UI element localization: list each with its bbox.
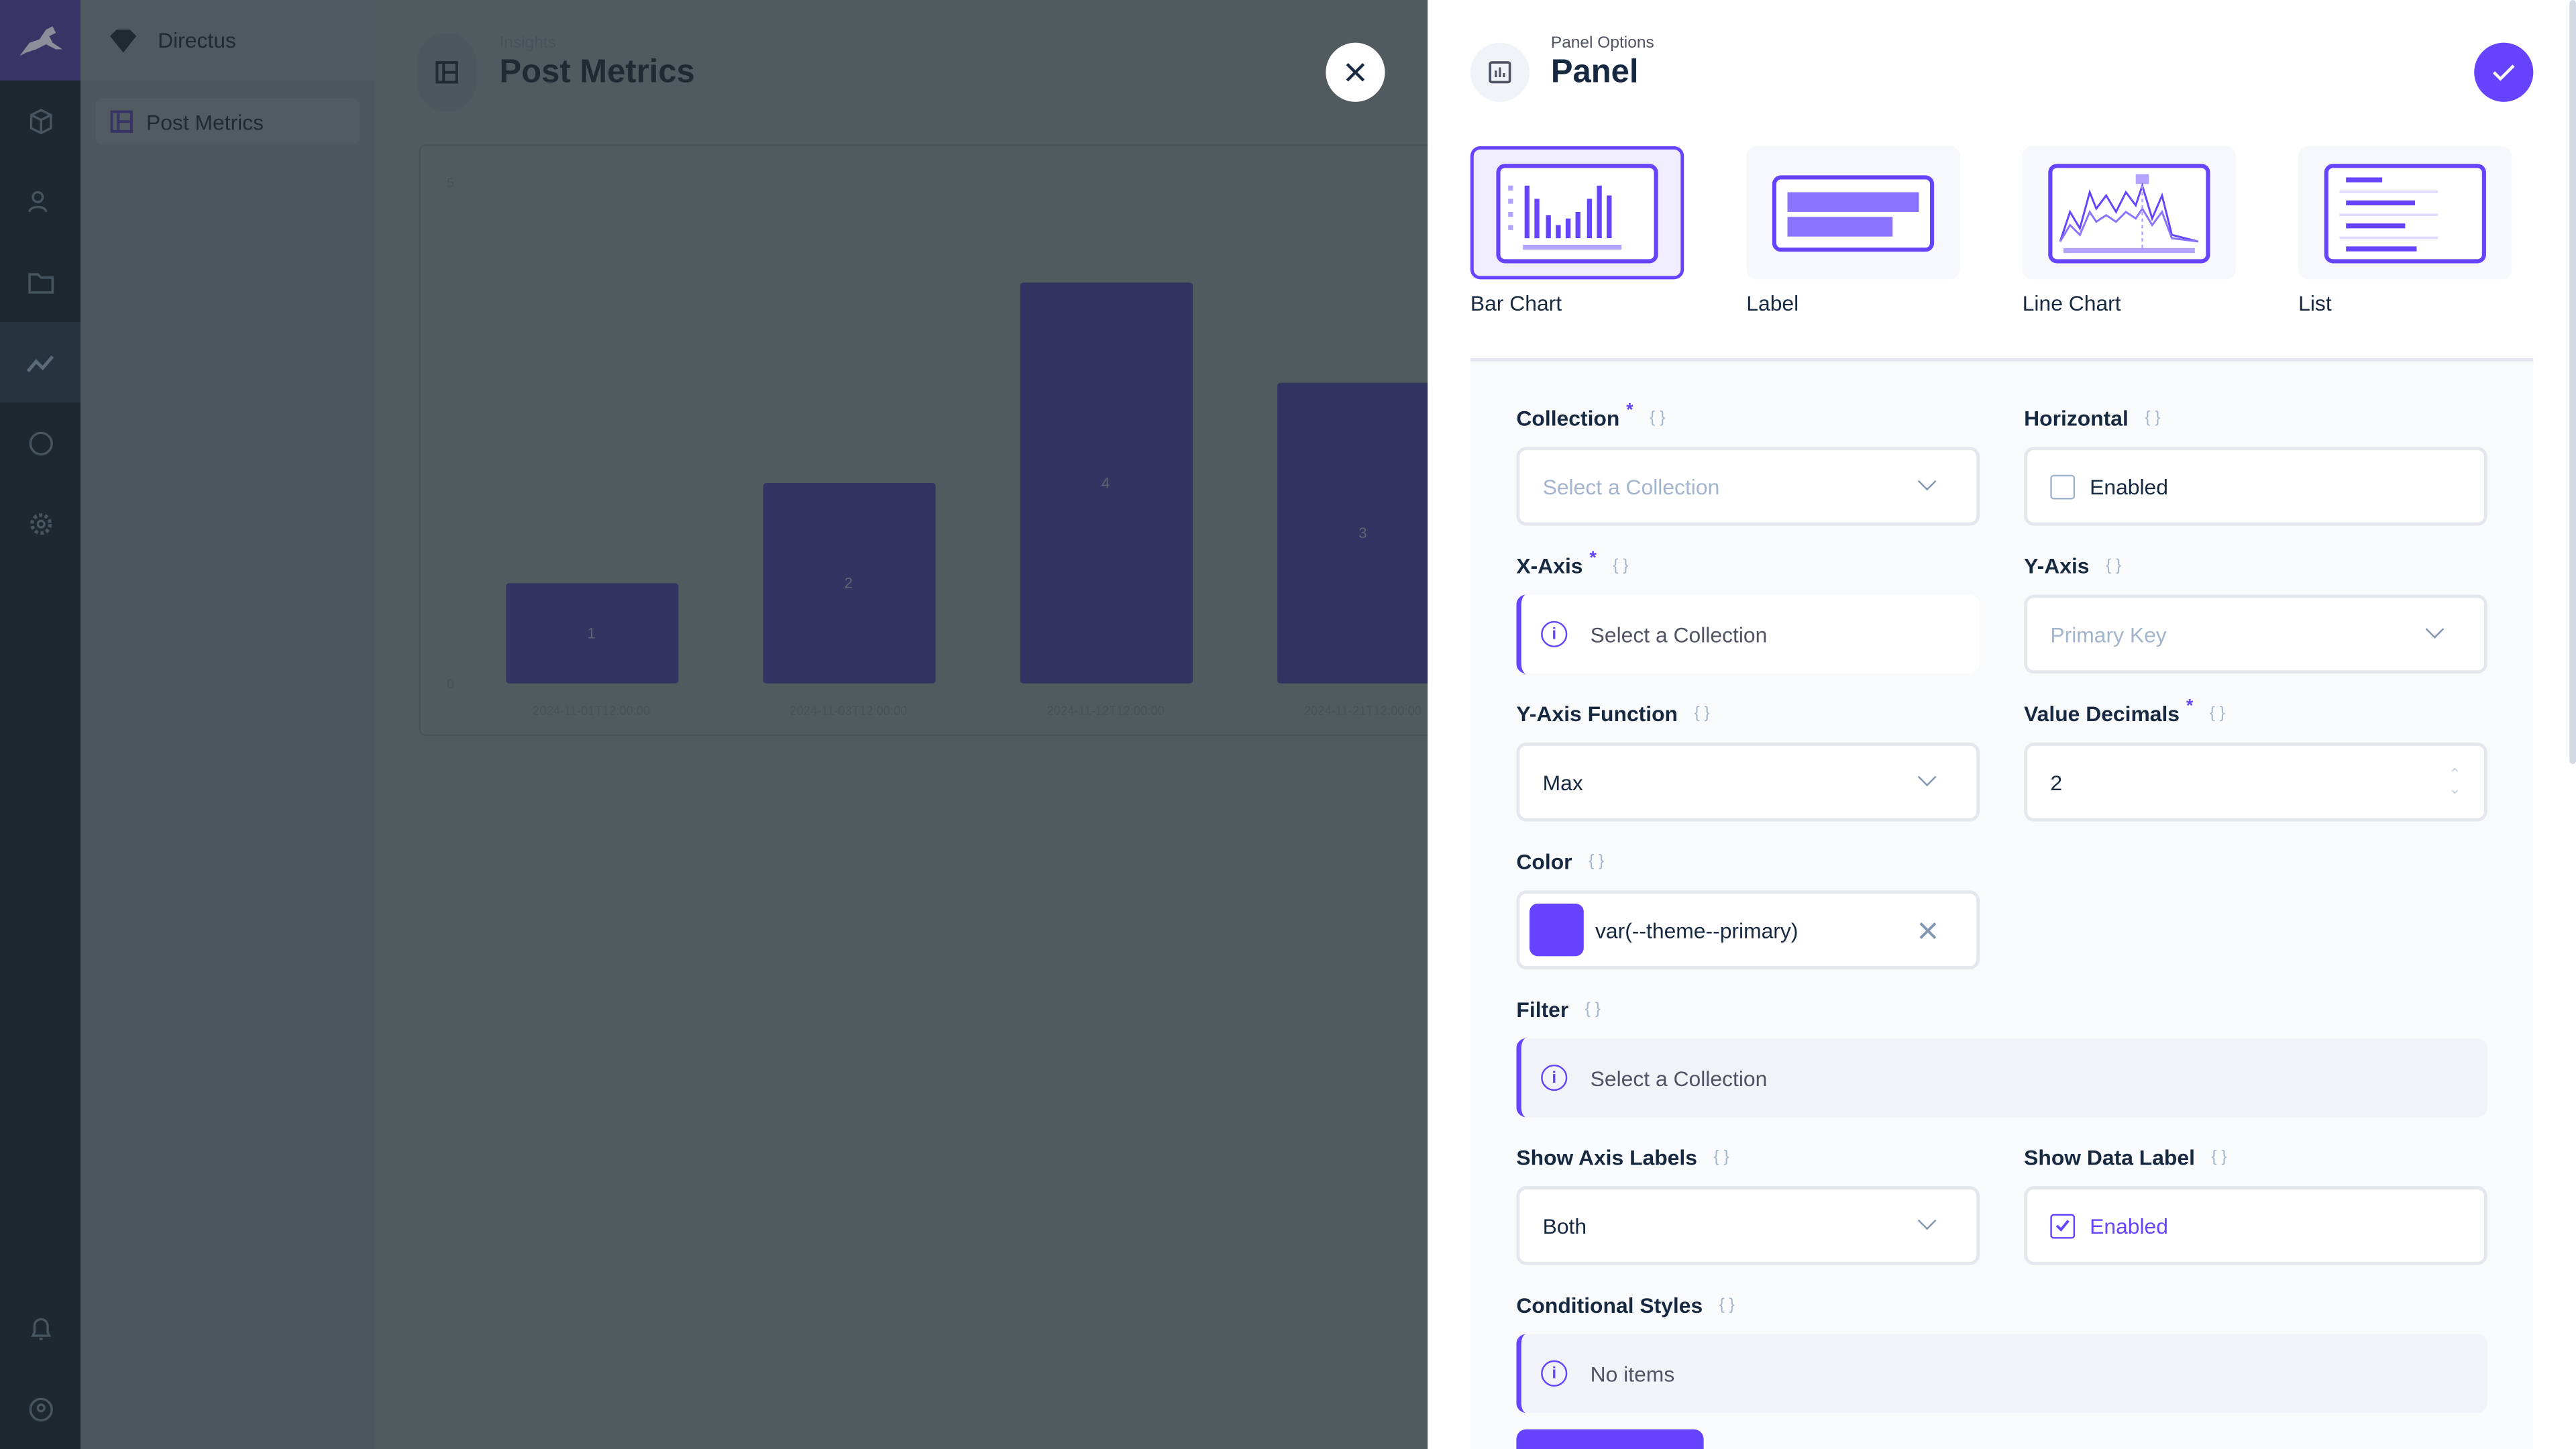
dashboard-icon	[110, 110, 133, 133]
type-label: List	[2298, 290, 2332, 316]
show-axis-labels-label: Show Axis Labels{ }	[1516, 1144, 1729, 1170]
info-icon: i	[1541, 1360, 1568, 1387]
nav-item-post-metrics[interactable]: Post Metrics	[95, 98, 360, 145]
chevron-down-icon	[1917, 1211, 1937, 1230]
y-axis-select[interactable]: Primary Key	[2024, 594, 2487, 674]
drawer-title: Panel	[1550, 54, 1639, 91]
type-line-chart[interactable]: Line Chart	[2022, 146, 2237, 316]
conditional-styles-label: Conditional Styles{ }	[1516, 1293, 1735, 1318]
line-chart-type-icon	[2048, 163, 2210, 263]
type-label: Label	[1746, 290, 1799, 316]
filter-label: Filter{ }	[1516, 997, 1601, 1022]
dashboard-header-icon	[417, 32, 477, 112]
y-axis-function-label: Y-Axis Function{ }	[1516, 701, 1710, 727]
filter-notice: i Select a Collection	[1516, 1038, 2487, 1118]
scrollbar[interactable]	[2569, 0, 2576, 764]
checkbox-checked-icon[interactable]	[2050, 1213, 2076, 1238]
y-axis-function-select[interactable]: Max	[1516, 742, 1980, 822]
x-tick-label: 2024-11-01T12:00:00	[533, 703, 650, 717]
info-icon: i	[1541, 1064, 1568, 1091]
type-list[interactable]: List	[2298, 146, 2512, 315]
value-decimals-label: Value Decimals *{ }	[2024, 696, 2225, 727]
show-data-label-toggle[interactable]: Enabled	[2024, 1186, 2487, 1265]
page-title: Post Metrics	[499, 54, 695, 91]
y-axis-label: Y-Axis{ }	[2024, 553, 2122, 579]
data-label: 2	[845, 575, 853, 592]
bar[interactable]	[763, 483, 936, 684]
info-icon: i	[1541, 621, 1568, 647]
drawer-subtitle: Panel Options	[1550, 34, 1654, 53]
x-tick-label: 2024-11-21T12:00:00	[1304, 703, 1421, 717]
data-label: 1	[588, 625, 596, 641]
bar-chart-type-icon	[1496, 163, 1658, 263]
bar-chart-panel[interactable]: 0 5 1 2024-11-01T12:00:00 2 2024-11-03T12:00:…	[419, 144, 1470, 737]
help-icon[interactable]	[0, 402, 80, 483]
y-tick-label: 5	[447, 176, 454, 191]
horizontal-toggle[interactable]: Enabled	[2024, 447, 2487, 526]
main-content: Insights Post Metrics	[374, 0, 1428, 1449]
content-module-icon[interactable]	[0, 80, 80, 161]
checkbox-unchecked-icon[interactable]	[2050, 474, 2076, 499]
list-type-icon	[2324, 163, 2486, 263]
settings-gear-icon[interactable]	[0, 483, 80, 564]
nav-item-label: Post Metrics	[146, 109, 264, 134]
conditional-styles-notice: i No items	[1516, 1334, 2487, 1413]
color-input[interactable]: var(--theme--primary)	[1516, 890, 1980, 969]
save-button[interactable]	[2474, 42, 2534, 102]
x-tick-label: 2024-11-03T12:00:00	[790, 703, 907, 717]
x-tick-label: 2024-11-12T12:00:00	[1047, 703, 1165, 717]
rabbit-logo-icon	[19, 25, 62, 56]
stepper-arrows-icon[interactable]: ⌃ ⌄	[2449, 765, 2461, 797]
insights-module-icon[interactable]	[0, 322, 81, 403]
chevron-down-icon	[1917, 472, 1937, 491]
label-type-icon	[1772, 174, 1935, 252]
y-tick-label: 0	[447, 677, 454, 692]
chevron-down-icon	[2425, 620, 2445, 639]
close-drawer-button[interactable]	[1326, 42, 1385, 102]
x-axis-notice: i Select a Collection	[1516, 594, 1980, 674]
bar[interactable]	[1277, 382, 1450, 684]
collection-select[interactable]: Select a Collection	[1516, 447, 1980, 526]
clear-icon[interactable]	[1919, 921, 1937, 939]
type-label: Line Chart	[2022, 290, 2121, 316]
directus-logo[interactable]	[0, 0, 81, 81]
files-module-icon[interactable]	[0, 241, 80, 322]
raw-value-icon: { }	[1650, 409, 1666, 427]
create-new-button[interactable]	[1516, 1429, 1704, 1449]
data-label: 4	[1102, 474, 1110, 491]
color-label: Color{ }	[1516, 849, 1605, 874]
project-name: Directus	[158, 28, 236, 53]
users-module-icon[interactable]	[0, 161, 80, 241]
chevron-down-icon	[1917, 767, 1937, 787]
show-data-label-label: Show Data Label{ }	[2024, 1144, 2227, 1170]
panel-type-icon	[1470, 42, 1530, 102]
x-axis-label: X-Axis *{ }	[1516, 547, 1629, 579]
collection-label: Collection *{ }	[1516, 400, 1666, 431]
close-icon	[1346, 62, 1365, 82]
color-swatch[interactable]	[1529, 903, 1584, 957]
type-bar-chart[interactable]: Bar Chart	[1470, 146, 1684, 315]
navigation-pane: Directus Post Metrics	[80, 0, 375, 1449]
value-decimals-input[interactable]: 2 ⌃ ⌄	[2024, 742, 2487, 822]
user-avatar-icon[interactable]	[0, 1368, 80, 1449]
type-label: Bar Chart	[1470, 290, 1562, 316]
breadcrumb[interactable]: Insights	[499, 34, 556, 53]
horizontal-label: Horizontal{ }	[2024, 405, 2161, 431]
module-rail	[0, 0, 81, 1449]
type-label-panel[interactable]: Label	[1746, 146, 1960, 315]
show-axis-labels-select[interactable]: Both	[1516, 1186, 1980, 1265]
notifications-bell-icon[interactable]	[0, 1288, 80, 1368]
bar[interactable]	[1020, 282, 1193, 684]
project-icon	[110, 28, 137, 52]
data-label: 3	[1358, 525, 1366, 541]
bar-chart: 0 5 1 2024-11-01T12:00:00 2 2024-11-03T12:00:…	[447, 176, 1450, 717]
bar[interactable]	[506, 583, 679, 684]
check-icon	[2493, 64, 2515, 81]
project-header[interactable]: Directus	[80, 0, 375, 81]
